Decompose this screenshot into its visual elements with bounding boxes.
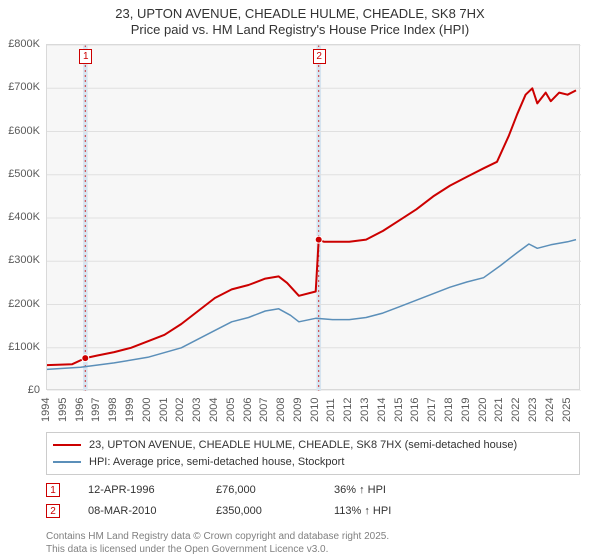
x-tick-label: 1994 — [40, 398, 52, 422]
x-tick-label: 2024 — [544, 398, 556, 422]
sale-events: 1 12-APR-1996 £76,000 36% ↑ HPI 2 08-MAR… — [46, 480, 391, 522]
y-tick-label: £100K — [8, 341, 40, 353]
y-tick-label: £600K — [8, 125, 40, 137]
x-tick-label: 2000 — [141, 398, 153, 422]
legend-swatch-price-paid — [53, 444, 81, 446]
sale-date: 08-MAR-2010 — [88, 501, 188, 522]
x-tick-label: 2018 — [443, 398, 455, 422]
x-tick-label: 2015 — [393, 398, 405, 422]
copyright-footnote: Contains HM Land Registry data © Crown c… — [46, 531, 389, 556]
legend-label-hpi: HPI: Average price, semi-detached house,… — [89, 454, 344, 471]
chart-svg — [47, 45, 581, 391]
sale-delta: 36% ↑ HPI — [334, 480, 386, 501]
x-tick-label: 2025 — [561, 398, 573, 422]
sale-point — [315, 236, 322, 243]
x-tick-label: 1997 — [90, 398, 102, 422]
y-tick-label: £0 — [28, 384, 40, 396]
x-tick-label: 2005 — [225, 398, 237, 422]
x-tick-label: 2006 — [242, 398, 254, 422]
y-tick-label: £500K — [8, 168, 40, 180]
series-price_paid — [47, 88, 576, 365]
y-tick-label: £200K — [8, 298, 40, 310]
legend-swatch-hpi — [53, 461, 81, 463]
x-tick-label: 1998 — [107, 398, 119, 422]
x-tick-label: 2010 — [309, 398, 321, 422]
x-tick-label: 2004 — [208, 398, 220, 422]
title-line2: Price paid vs. HM Land Registry's House … — [0, 22, 600, 38]
sale-row: 2 08-MAR-2010 £350,000 113% ↑ HPI — [46, 501, 391, 522]
sale-delta: 113% ↑ HPI — [334, 501, 391, 522]
title-line1: 23, UPTON AVENUE, CHEADLE HULME, CHEADLE… — [0, 6, 600, 22]
x-tick-label: 1996 — [74, 398, 86, 422]
x-tick-label: 2020 — [477, 398, 489, 422]
x-tick-label: 2023 — [527, 398, 539, 422]
x-tick-label: 2021 — [493, 398, 505, 422]
x-tick-label: 2011 — [325, 398, 337, 422]
sale-marker-icon: 1 — [46, 483, 60, 497]
x-tick-label: 1999 — [124, 398, 136, 422]
x-tick-label: 2014 — [376, 398, 388, 422]
x-tick-label: 2022 — [510, 398, 522, 422]
chart-plot-area: 12 — [46, 44, 580, 390]
y-tick-label: £800K — [8, 38, 40, 50]
sale-date: 12-APR-1996 — [88, 480, 188, 501]
x-tick-label: 2003 — [191, 398, 203, 422]
chart-title: 23, UPTON AVENUE, CHEADLE HULME, CHEADLE… — [0, 0, 600, 39]
legend-label-price-paid: 23, UPTON AVENUE, CHEADLE HULME, CHEADLE… — [89, 437, 517, 454]
footnote-line2: This data is licensed under the Open Gov… — [46, 544, 389, 557]
legend-row-hpi: HPI: Average price, semi-detached house,… — [53, 454, 571, 471]
x-tick-label: 2012 — [342, 398, 354, 422]
sale-price: £76,000 — [216, 480, 306, 501]
x-tick-label: 2002 — [174, 398, 186, 422]
sale-row: 1 12-APR-1996 £76,000 36% ↑ HPI — [46, 480, 391, 501]
x-tick-label: 2017 — [426, 398, 438, 422]
x-tick-label: 2013 — [359, 398, 371, 422]
x-tick-label: 2019 — [460, 398, 472, 422]
sale-point — [82, 355, 89, 362]
x-tick-label: 2016 — [409, 398, 421, 422]
legend: 23, UPTON AVENUE, CHEADLE HULME, CHEADLE… — [46, 432, 580, 475]
footnote-line1: Contains HM Land Registry data © Crown c… — [46, 531, 389, 544]
x-tick-label: 2009 — [292, 398, 304, 422]
x-tick-label: 2008 — [275, 398, 287, 422]
y-tick-label: £700K — [8, 81, 40, 93]
x-tick-label: 2001 — [158, 398, 170, 422]
x-tick-label: 2007 — [258, 398, 270, 422]
x-tick-label: 1995 — [57, 398, 69, 422]
sale-price: £350,000 — [216, 501, 306, 522]
y-tick-label: £300K — [8, 254, 40, 266]
sale-marker-icon: 2 — [46, 504, 60, 518]
y-axis: £0£100K£200K£300K£400K£500K£600K£700K£80… — [0, 44, 44, 390]
y-tick-label: £400K — [8, 211, 40, 223]
legend-row-price-paid: 23, UPTON AVENUE, CHEADLE HULME, CHEADLE… — [53, 437, 571, 454]
x-axis: 1994199519961997199819992000200120022003… — [46, 392, 580, 430]
